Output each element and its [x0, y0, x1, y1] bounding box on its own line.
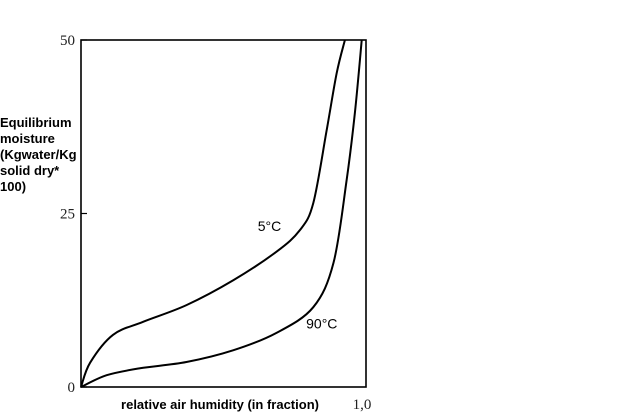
y-axis-label-line: Equilibrium — [0, 115, 72, 130]
y-tick-label: 50 — [60, 33, 75, 49]
y-tick-label: 25 — [60, 207, 75, 223]
y-axis-label-line: (Kgwater/Kg — [0, 147, 77, 162]
series-line-0 — [80, 39, 346, 388]
series-label: 5°C — [258, 218, 282, 234]
x-tick-label: 1,0 — [353, 397, 372, 413]
plot-frame — [80, 39, 367, 388]
series-line-1 — [80, 39, 363, 388]
y-axis-label-line: solid dry* — [0, 163, 60, 178]
y-tick-label: 0 — [68, 380, 76, 396]
y-axis-label-line: 100) — [0, 179, 26, 194]
series-label: 90°C — [306, 316, 337, 332]
x-axis-label: relative air humidity (in fraction) — [121, 397, 319, 412]
y-axis-label-line: moisture — [0, 131, 55, 146]
